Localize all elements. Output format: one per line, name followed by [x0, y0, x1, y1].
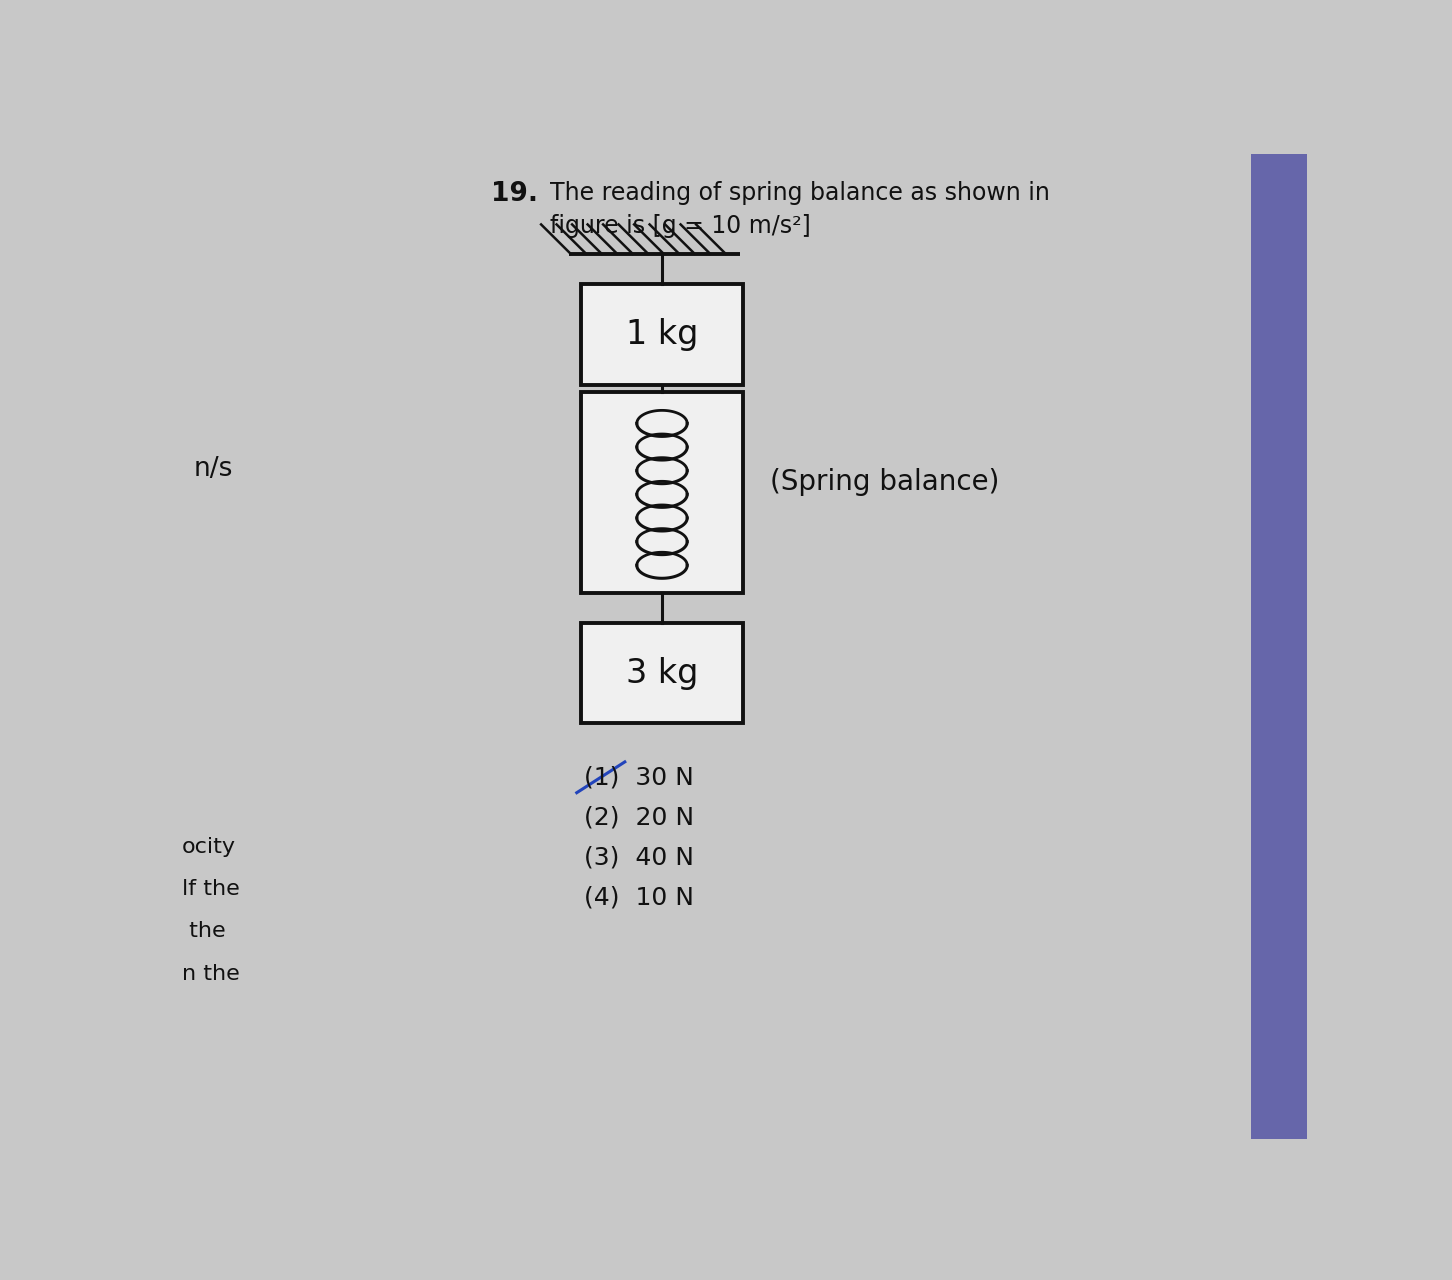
- Text: 3 kg: 3 kg: [626, 657, 698, 690]
- Text: 19.: 19.: [491, 180, 539, 206]
- Text: (4)  10 N: (4) 10 N: [585, 886, 694, 909]
- Text: the: the: [182, 922, 225, 941]
- Text: lf the: lf the: [182, 879, 240, 899]
- Bar: [581, 392, 743, 593]
- Text: (3)  40 N: (3) 40 N: [585, 845, 694, 869]
- Text: n the: n the: [182, 964, 240, 983]
- Text: 1 kg: 1 kg: [626, 317, 698, 351]
- Text: (Spring balance): (Spring balance): [771, 468, 1000, 497]
- Text: n/s: n/s: [193, 456, 232, 483]
- Text: (2)  20 N: (2) 20 N: [585, 805, 694, 829]
- Text: The reading of spring balance as shown in
figure is [g = 10 m/s²]: The reading of spring balance as shown i…: [550, 180, 1050, 238]
- Text: (1)  30 N: (1) 30 N: [585, 765, 694, 790]
- Bar: [1252, 154, 1307, 1139]
- Bar: [581, 623, 743, 723]
- Text: ocity: ocity: [182, 837, 235, 856]
- Bar: [581, 284, 743, 384]
